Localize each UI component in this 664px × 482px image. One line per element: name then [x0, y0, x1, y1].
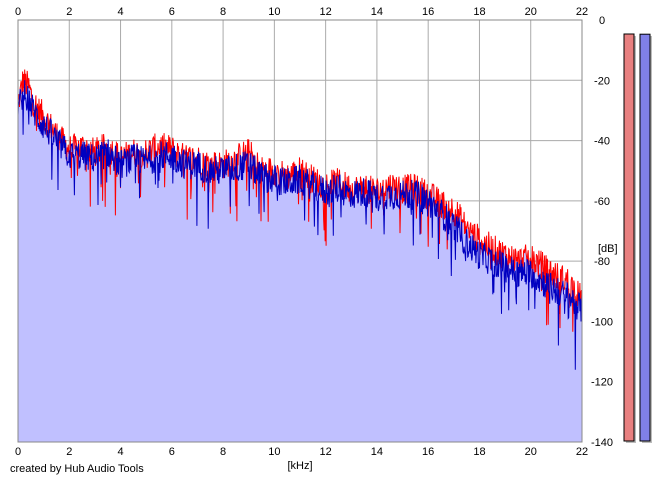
- x-tick-label-bottom: 6: [169, 446, 175, 458]
- plot-frame: [17, 19, 583, 443]
- x-tick-label-top: 10: [268, 6, 280, 18]
- level-meter-left: [623, 33, 635, 442]
- x-tick-label-top: 6: [169, 6, 175, 18]
- y-tick-label: -120: [591, 377, 613, 389]
- credit-text: created by Hub Audio Tools: [10, 463, 144, 475]
- x-tick-label-bottom: 16: [422, 446, 434, 458]
- y-tick-label: -100: [591, 316, 613, 328]
- x-tick-label-top: 14: [371, 6, 383, 18]
- x-tick-label-top: 12: [320, 6, 332, 18]
- series-layer: [17, 69, 583, 370]
- x-tick-label-top: 4: [117, 6, 123, 18]
- x-tick-label-top: 8: [220, 6, 226, 18]
- y-tick-label: -80: [594, 256, 610, 268]
- x-tick-label-bottom: 22: [576, 446, 588, 458]
- level-meters: [623, 33, 652, 443]
- spectrum-line-right: [17, 80, 583, 370]
- x-tick-label-bottom: 4: [117, 446, 123, 458]
- x-tick-label-bottom: 20: [525, 446, 537, 458]
- y-tick-labels: 0 -20 -40 -60 -80 -100 -120 -140: [591, 15, 613, 449]
- y-tick-label: 0: [599, 15, 605, 27]
- x-tick-label-top: 16: [422, 6, 434, 18]
- x-tick-label-bottom: 12: [320, 446, 332, 458]
- y-tick-label: -140: [591, 437, 613, 449]
- level-meter-right: [639, 33, 651, 442]
- y-axis-label: [dB]: [598, 243, 618, 255]
- y-tick-label: -60: [594, 196, 610, 208]
- top-x-tick-labels: 0 2 4 6 8 10 12 14 16 18 20 22: [15, 6, 588, 18]
- y-tick-label: -20: [594, 75, 610, 87]
- x-tick-label-top: 2: [66, 6, 72, 18]
- x-tick-label-bottom: 10: [268, 446, 280, 458]
- bottom-x-tick-labels: 0 2 4 6 8 10 12 14 16 18 20 22: [15, 446, 588, 458]
- x-axis-label: [kHz]: [287, 460, 312, 472]
- x-tick-label-top: 0: [15, 6, 21, 18]
- x-tick-label-bottom: 0: [15, 446, 21, 458]
- x-tick-label-bottom: 14: [371, 446, 383, 458]
- x-tick-label-bottom: 2: [66, 446, 72, 458]
- x-tick-label-bottom: 8: [220, 446, 226, 458]
- x-tick-label-top: 20: [525, 6, 537, 18]
- x-tick-label-bottom: 18: [473, 446, 485, 458]
- x-tick-label-top: 18: [473, 6, 485, 18]
- y-tick-label: -40: [594, 136, 610, 148]
- x-tick-label-top: 22: [576, 6, 588, 18]
